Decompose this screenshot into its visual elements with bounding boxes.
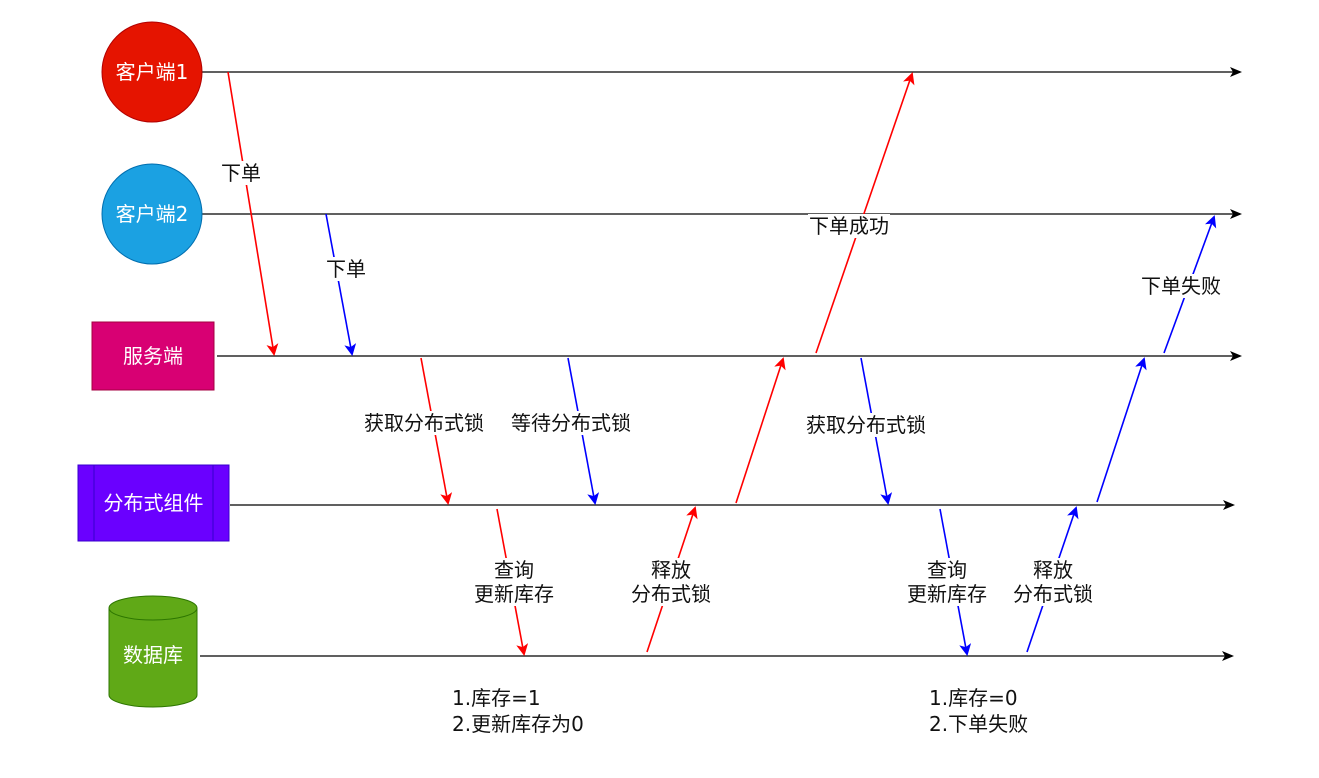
release-lock-1-label: 释放 分布式锁	[615, 558, 727, 606]
client1-label: 客户端1	[115, 60, 189, 84]
lock-node	[77, 464, 230, 542]
client2-label: 客户端2	[115, 202, 189, 226]
wait-lock-label: 等待分布式锁	[510, 411, 632, 435]
query-update-1-label: 查询 更新库存	[458, 558, 570, 606]
db-label: 数据库	[123, 643, 183, 667]
c2-order-label: 下单	[325, 257, 367, 281]
client1-node	[101, 21, 203, 123]
db-note-1: 1.库存=1 2.更新库存为0	[452, 686, 584, 736]
order-fail-label: 下单失败	[1140, 274, 1222, 298]
order-success-label: 下单成功	[808, 214, 890, 238]
acquire-lock-2-label: 获取分布式锁	[805, 413, 927, 437]
c1-order-arrow	[227, 71, 279, 356]
lock-to-server-arrow	[735, 357, 786, 504]
db-note-2: 1.库存=0 2.下单失败	[929, 686, 1029, 736]
server-label: 服务端	[123, 344, 183, 368]
lock-to-server-2-arrow	[1096, 357, 1147, 503]
order-success-arrow	[815, 72, 915, 354]
lock-label: 分布式组件	[103, 491, 204, 515]
db-node	[108, 595, 198, 708]
release-lock-2-label: 释放 分布式锁	[997, 558, 1109, 606]
server-node	[91, 321, 215, 391]
client2-node	[101, 163, 203, 265]
query-update-2-label: 查询 更新库存	[891, 558, 1003, 606]
acquire-lock-1-label: 获取分布式锁	[363, 411, 485, 435]
c2-order-arrow	[325, 213, 357, 356]
c1-order-label: 下单	[220, 161, 262, 185]
